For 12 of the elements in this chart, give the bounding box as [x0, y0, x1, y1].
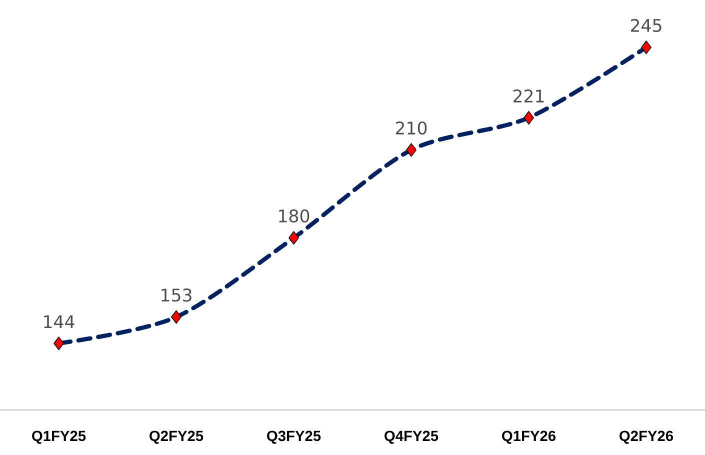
- x-tick-label: Q1FY26: [502, 430, 556, 444]
- data-label: 144: [44, 315, 74, 328]
- x-tick-label: Q1FY25: [32, 430, 86, 444]
- x-tick-label: Q4FY25: [384, 430, 438, 444]
- data-label: 245: [630, 18, 662, 32]
- x-tick-label: Q3FY25: [267, 430, 321, 444]
- data-label: 210: [396, 121, 427, 135]
- x-tick-label: Q2FY25: [150, 430, 204, 444]
- data-label: 153: [162, 288, 192, 302]
- x-tick-label: Q2FY26: [620, 430, 674, 444]
- data-label: 221: [513, 89, 544, 102]
- data-label: 180: [279, 209, 310, 223]
